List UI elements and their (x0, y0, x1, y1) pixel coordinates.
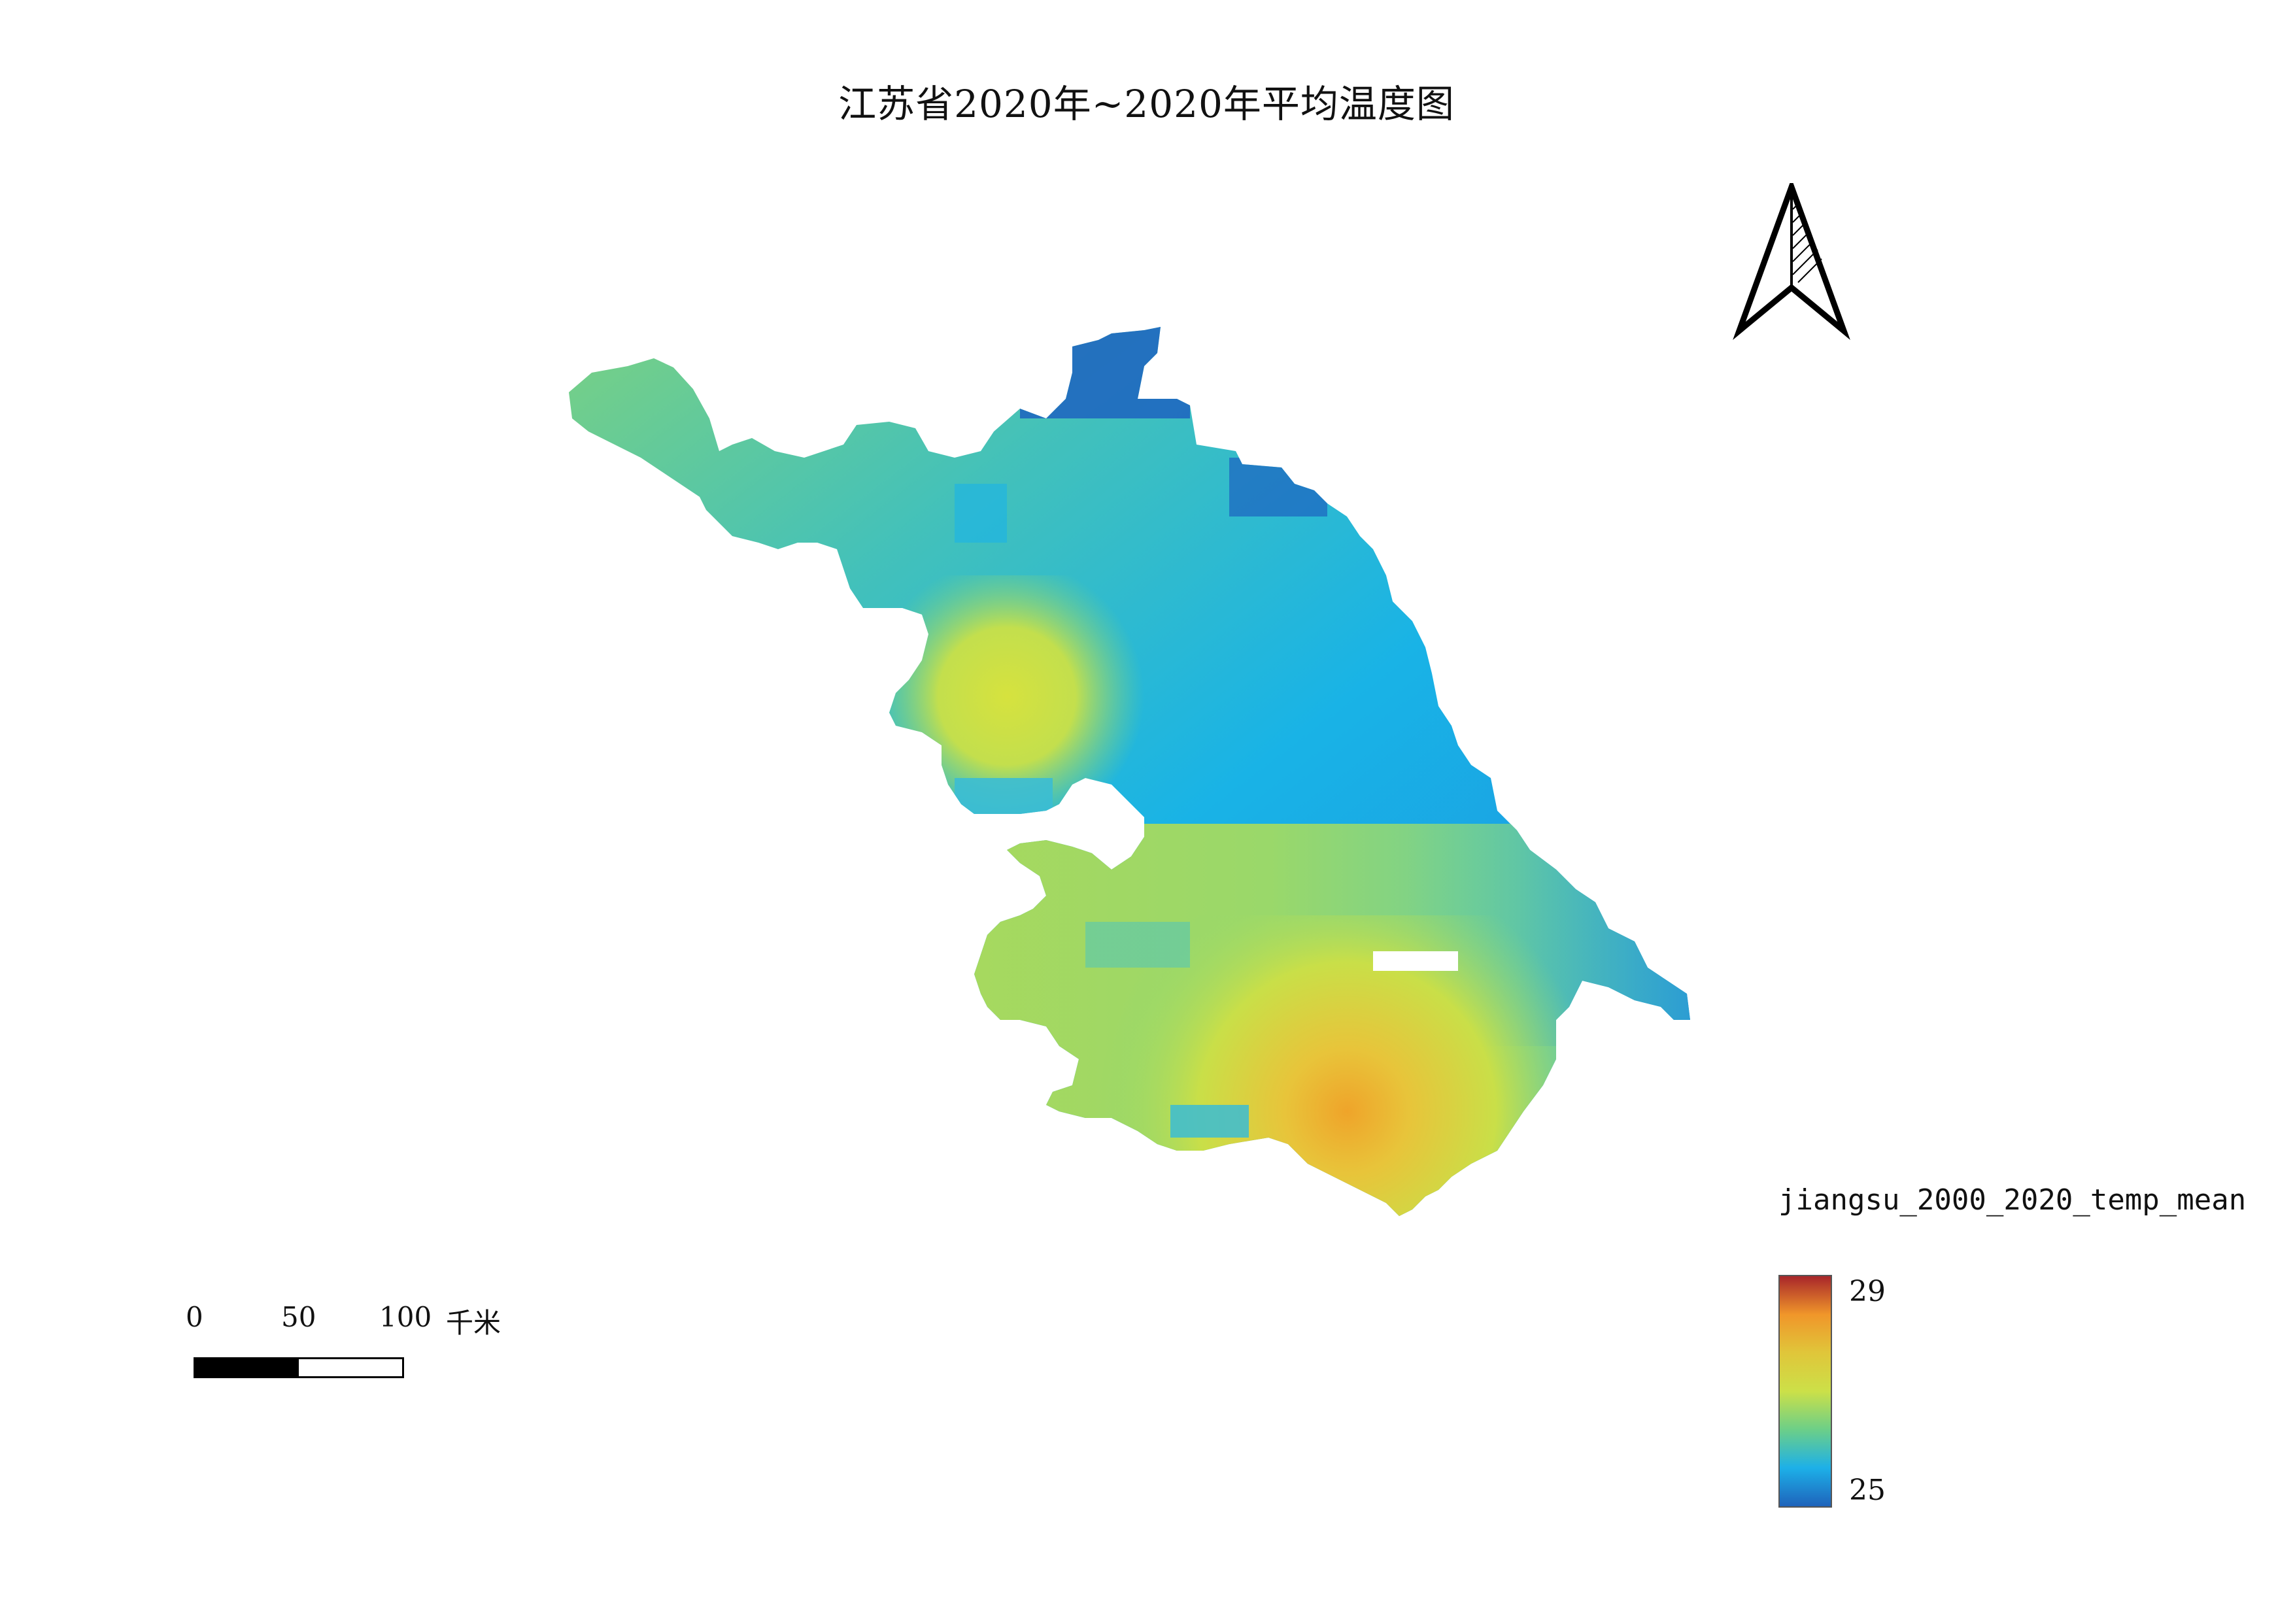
north-arrow-icon (1733, 183, 1850, 340)
scale-label-100: 100 (379, 1301, 432, 1333)
scale-bar: 0 50 100 千米 (177, 1301, 543, 1393)
legend-title: jiangsu_2000_2020_temp_mean (1778, 1183, 2247, 1217)
legend-max-label: 29 (1849, 1275, 1886, 1308)
lake-hole (1373, 951, 1458, 971)
scale-segment-black (195, 1359, 299, 1376)
legend-color-ramp (1778, 1275, 1832, 1508)
map-title: 江苏省2020年~2020年平均温度图 (838, 82, 1455, 126)
legend-min-label: 25 (1849, 1474, 1886, 1507)
scale-label-0: 0 (186, 1301, 203, 1333)
scale-bar-graphic (194, 1357, 404, 1378)
scale-label-50: 50 (281, 1301, 316, 1333)
legend: jiangsu_2000_2020_temp_mean 29 25 (1778, 1183, 2249, 1523)
scale-unit: 千米 (446, 1307, 501, 1339)
province-raster (569, 327, 1690, 1216)
scale-segment-white (299, 1359, 402, 1376)
